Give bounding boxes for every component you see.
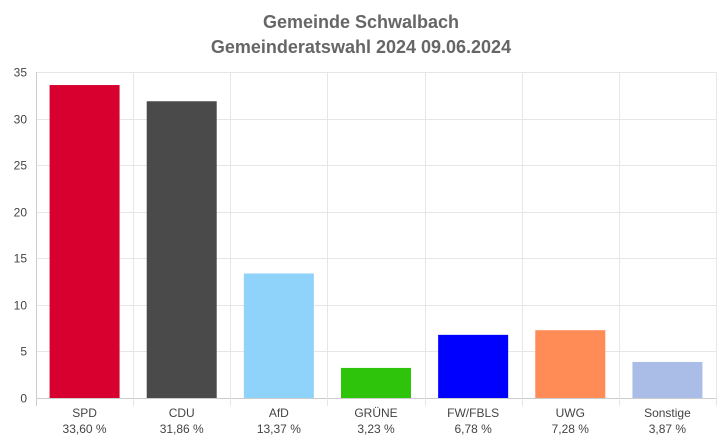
y-tick-label: 30: [14, 113, 28, 127]
x-category-label: Sonstige: [644, 406, 691, 420]
y-tick-label: 25: [14, 159, 28, 173]
bar-uwg: [535, 330, 606, 398]
x-value-label: 3,23 %: [357, 422, 395, 436]
x-category-label: GRÜNE: [354, 406, 397, 420]
bar-spd: [49, 85, 120, 398]
bar-fw-fbls: [438, 334, 509, 398]
x-category-label: AfD: [269, 406, 289, 420]
y-tick-label: 20: [14, 206, 28, 220]
bar-gr-ne: [341, 367, 411, 398]
x-value-label: 6,78 %: [454, 422, 492, 436]
bar-cdu: [146, 101, 217, 398]
y-tick-label: 35: [14, 66, 28, 80]
chart-subtitle: Gemeinderatswahl 2024 09.06.2024: [210, 37, 512, 57]
x-category-label: CDU: [169, 406, 195, 420]
x-value-label: 3,87 %: [649, 422, 687, 436]
x-category-label: UWG: [556, 406, 585, 420]
x-value-label: 13,37 %: [257, 422, 301, 436]
bar-afd: [243, 273, 314, 398]
y-tick-label: 0: [20, 392, 27, 406]
y-tick-label: 10: [14, 299, 28, 313]
x-category-label: SPD: [72, 406, 97, 420]
x-value-label: 31,86 %: [160, 422, 204, 436]
y-tick-label: 5: [20, 345, 27, 359]
bar-sonstige: [632, 361, 703, 398]
chart-title: Gemeinde Schwalbach: [262, 12, 460, 32]
x-value-label: 7,28 %: [552, 422, 590, 436]
y-tick-label: 15: [14, 252, 28, 266]
x-value-label: 33,60 %: [63, 422, 107, 436]
x-category-label: FW/FBLS: [447, 406, 499, 420]
